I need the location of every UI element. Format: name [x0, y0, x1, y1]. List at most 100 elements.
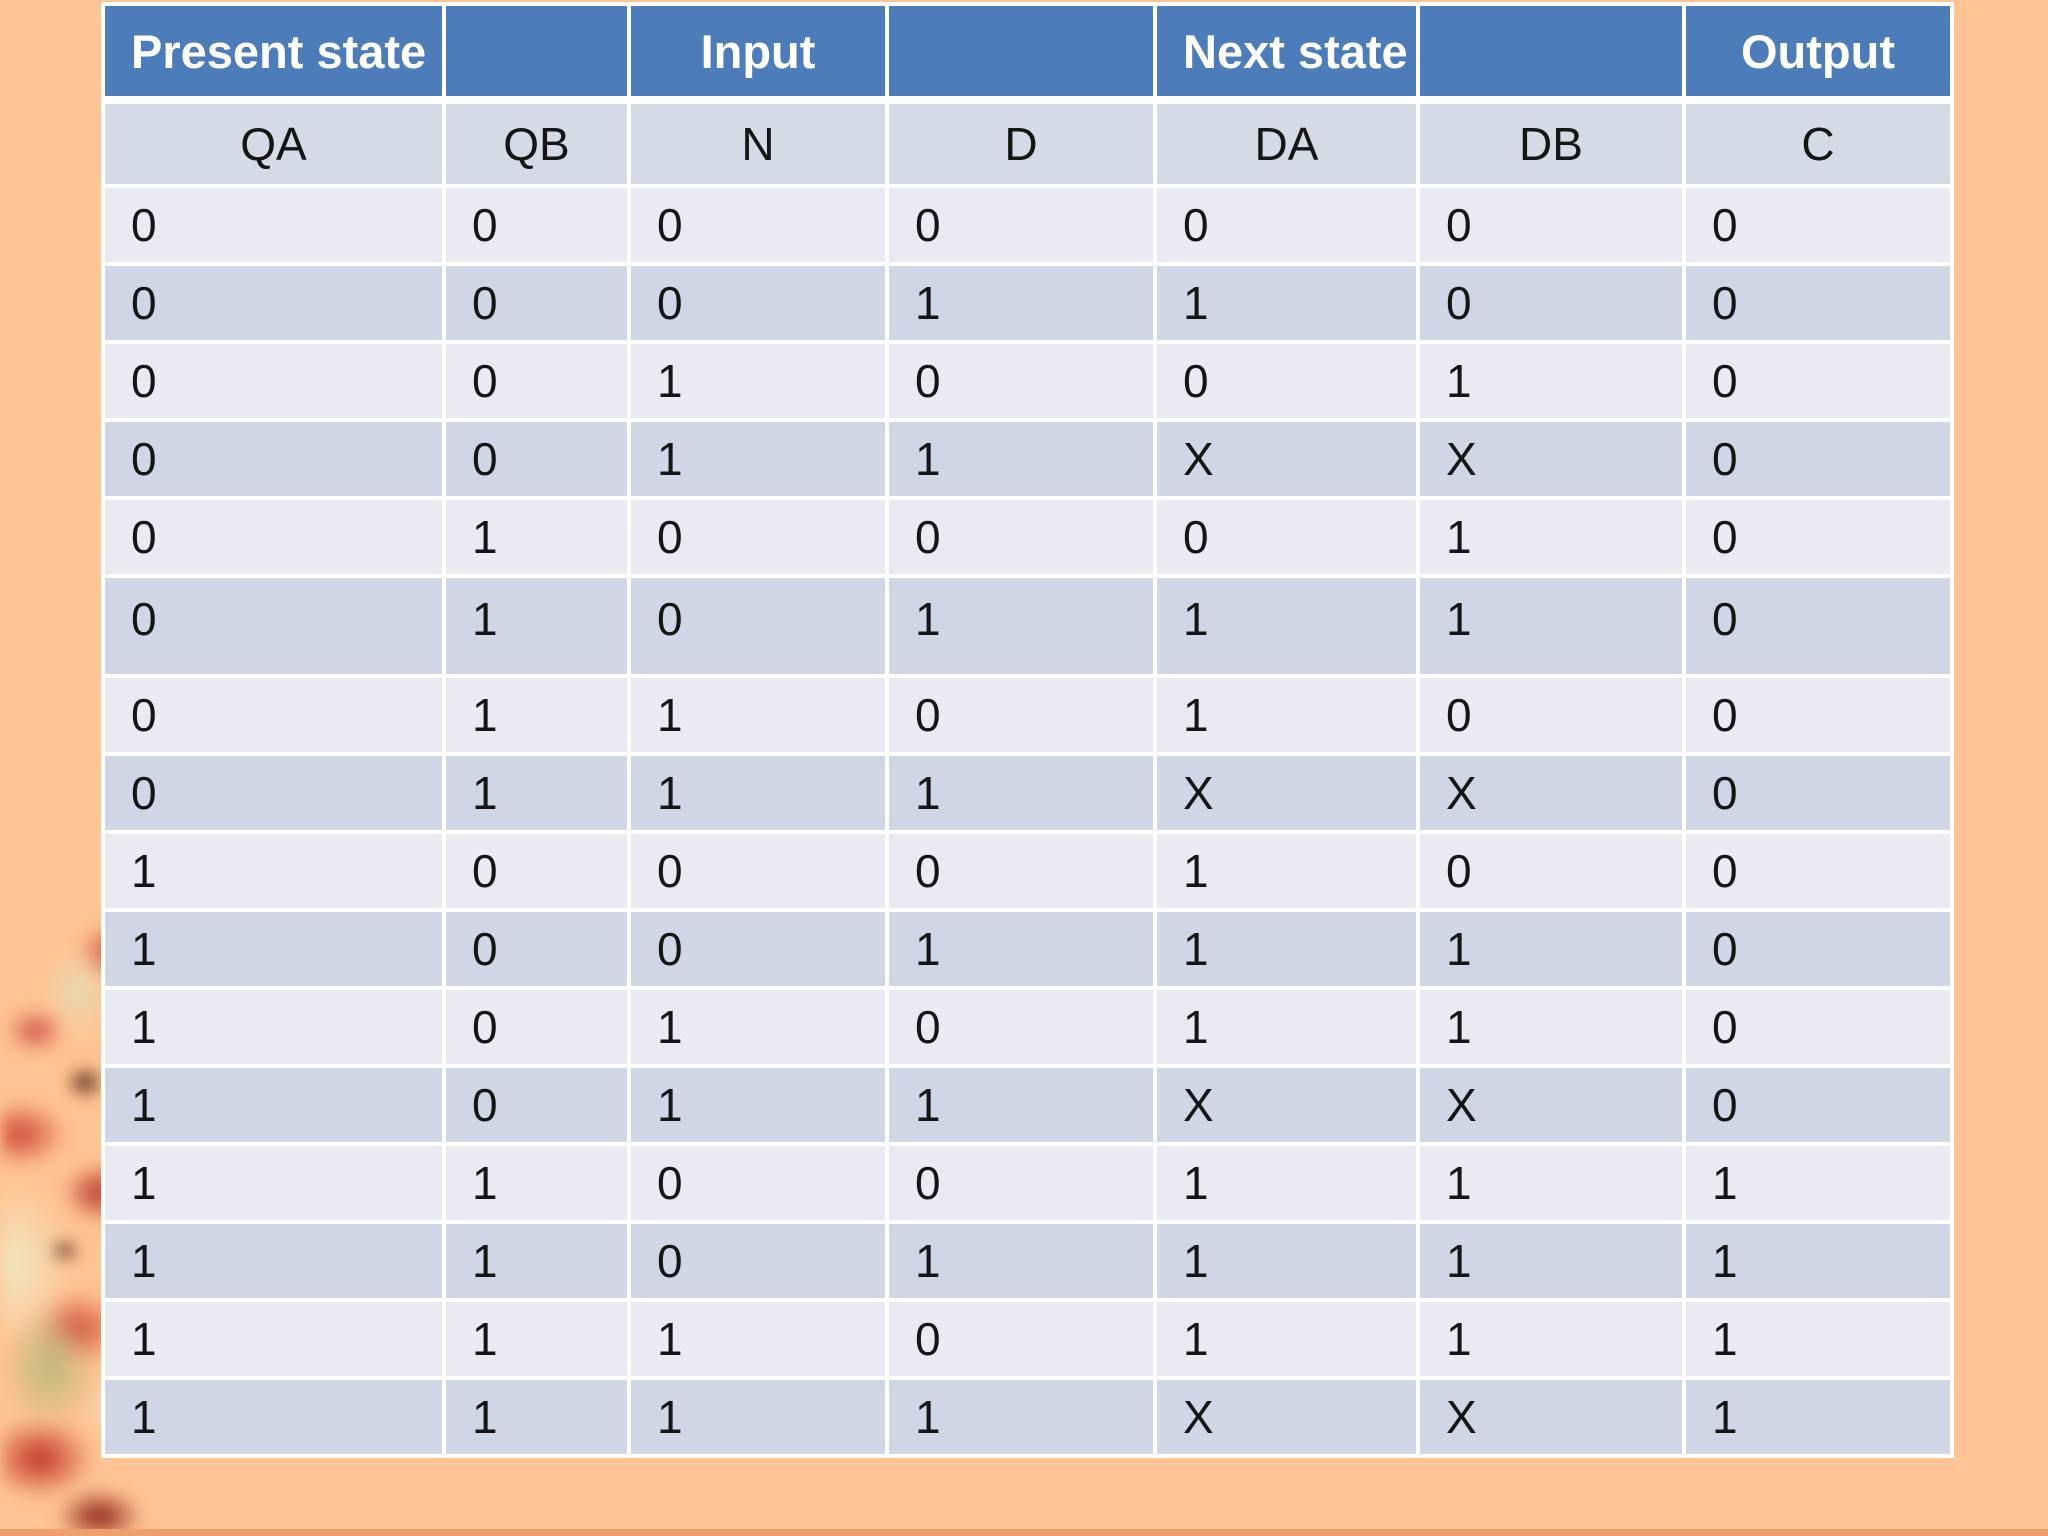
cell-r16-c3: 1 — [627, 1376, 889, 1458]
cell-r5-c4: 0 — [885, 496, 1157, 578]
cell-r10-c3: 0 — [627, 908, 889, 990]
cell-r10-c6: 1 — [1416, 908, 1686, 990]
cell-r13-c1: 1 — [101, 1142, 446, 1224]
cell-r9-c7: 0 — [1682, 830, 1954, 912]
group-header-spacer-3 — [1416, 2, 1686, 104]
cell-r8-c1: 0 — [101, 752, 446, 834]
cell-r15-c7: 1 — [1682, 1298, 1954, 1380]
group-header-input: Input — [627, 2, 889, 104]
cell-r3-c4: 0 — [885, 340, 1157, 422]
cell-r15-c4: 0 — [885, 1298, 1157, 1380]
cell-r9-c1: 1 — [101, 830, 446, 912]
cell-r9-c6: 0 — [1416, 830, 1686, 912]
cell-r6-c5: 1 — [1153, 574, 1420, 678]
cell-r8-c5: X — [1153, 752, 1420, 834]
cell-r12-c2: 0 — [442, 1064, 631, 1146]
column-header-n: N — [627, 98, 889, 188]
cell-r6-c4: 1 — [885, 574, 1157, 678]
cell-r14-c7: 1 — [1682, 1220, 1954, 1302]
cell-r16-c2: 1 — [442, 1376, 631, 1458]
cell-r8-c7: 0 — [1682, 752, 1954, 834]
cell-r12-c1: 1 — [101, 1064, 446, 1146]
cell-r15-c6: 1 — [1416, 1298, 1686, 1380]
cell-r1-c3: 0 — [627, 184, 889, 266]
cell-r7-c5: 1 — [1153, 674, 1420, 756]
cell-r6-c3: 0 — [627, 574, 889, 678]
cell-r14-c4: 1 — [885, 1220, 1157, 1302]
cell-r5-c3: 0 — [627, 496, 889, 578]
cell-r4-c7: 0 — [1682, 418, 1954, 500]
group-header-output: Output — [1682, 2, 1954, 104]
cell-r3-c7: 0 — [1682, 340, 1954, 422]
cell-r14-c3: 0 — [627, 1220, 889, 1302]
column-header-qb: QB — [442, 98, 631, 188]
group-header-spacer-1 — [442, 2, 631, 104]
cell-r15-c1: 1 — [101, 1298, 446, 1380]
cell-r5-c7: 0 — [1682, 496, 1954, 578]
cell-r8-c6: X — [1416, 752, 1686, 834]
cell-r16-c4: 1 — [885, 1376, 1157, 1458]
cell-r7-c3: 1 — [627, 674, 889, 756]
cell-r4-c4: 1 — [885, 418, 1157, 500]
cell-r2-c3: 0 — [627, 262, 889, 344]
cell-r5-c1: 0 — [101, 496, 446, 578]
cell-r12-c3: 1 — [627, 1064, 889, 1146]
column-header-c: C — [1682, 98, 1954, 188]
cell-r1-c7: 0 — [1682, 184, 1954, 266]
cell-r3-c5: 0 — [1153, 340, 1420, 422]
cell-r13-c5: 1 — [1153, 1142, 1420, 1224]
cell-r11-c6: 1 — [1416, 986, 1686, 1068]
group-header-row: Present state Input Next state Output — [101, 2, 1954, 104]
cell-r7-c7: 0 — [1682, 674, 1954, 756]
cell-r16-c6: X — [1416, 1376, 1686, 1458]
cell-r9-c4: 0 — [885, 830, 1157, 912]
cell-r1-c5: 0 — [1153, 184, 1420, 266]
column-header-qa: QA — [101, 98, 446, 188]
cell-r5-c2: 1 — [442, 496, 631, 578]
cell-r13-c2: 1 — [442, 1142, 631, 1224]
cell-r9-c2: 0 — [442, 830, 631, 912]
cell-r14-c6: 1 — [1416, 1220, 1686, 1302]
cell-r13-c7: 1 — [1682, 1142, 1954, 1224]
cell-r13-c6: 1 — [1416, 1142, 1686, 1224]
cell-r11-c4: 0 — [885, 986, 1157, 1068]
cell-r9-c5: 1 — [1153, 830, 1420, 912]
cell-r14-c1: 1 — [101, 1220, 446, 1302]
cell-r8-c2: 1 — [442, 752, 631, 834]
cell-r13-c4: 0 — [885, 1142, 1157, 1224]
cell-r1-c2: 0 — [442, 184, 631, 266]
column-header-da: DA — [1153, 98, 1420, 188]
cell-r4-c3: 1 — [627, 418, 889, 500]
cell-r10-c7: 0 — [1682, 908, 1954, 990]
cell-r8-c4: 1 — [885, 752, 1157, 834]
cell-r15-c3: 1 — [627, 1298, 889, 1380]
cell-r15-c2: 1 — [442, 1298, 631, 1380]
cell-r9-c3: 0 — [627, 830, 889, 912]
column-header-d: D — [885, 98, 1157, 188]
cell-r2-c2: 0 — [442, 262, 631, 344]
cell-r16-c1: 1 — [101, 1376, 446, 1458]
cell-r4-c2: 0 — [442, 418, 631, 500]
cell-r7-c6: 0 — [1416, 674, 1686, 756]
cell-r2-c1: 0 — [101, 262, 446, 344]
bottom-edge-strip — [0, 1529, 2048, 1536]
cell-r7-c2: 1 — [442, 674, 631, 756]
cell-r14-c5: 1 — [1153, 1220, 1420, 1302]
cell-r10-c1: 1 — [101, 908, 446, 990]
cell-r2-c6: 0 — [1416, 262, 1686, 344]
cell-r7-c4: 0 — [885, 674, 1157, 756]
